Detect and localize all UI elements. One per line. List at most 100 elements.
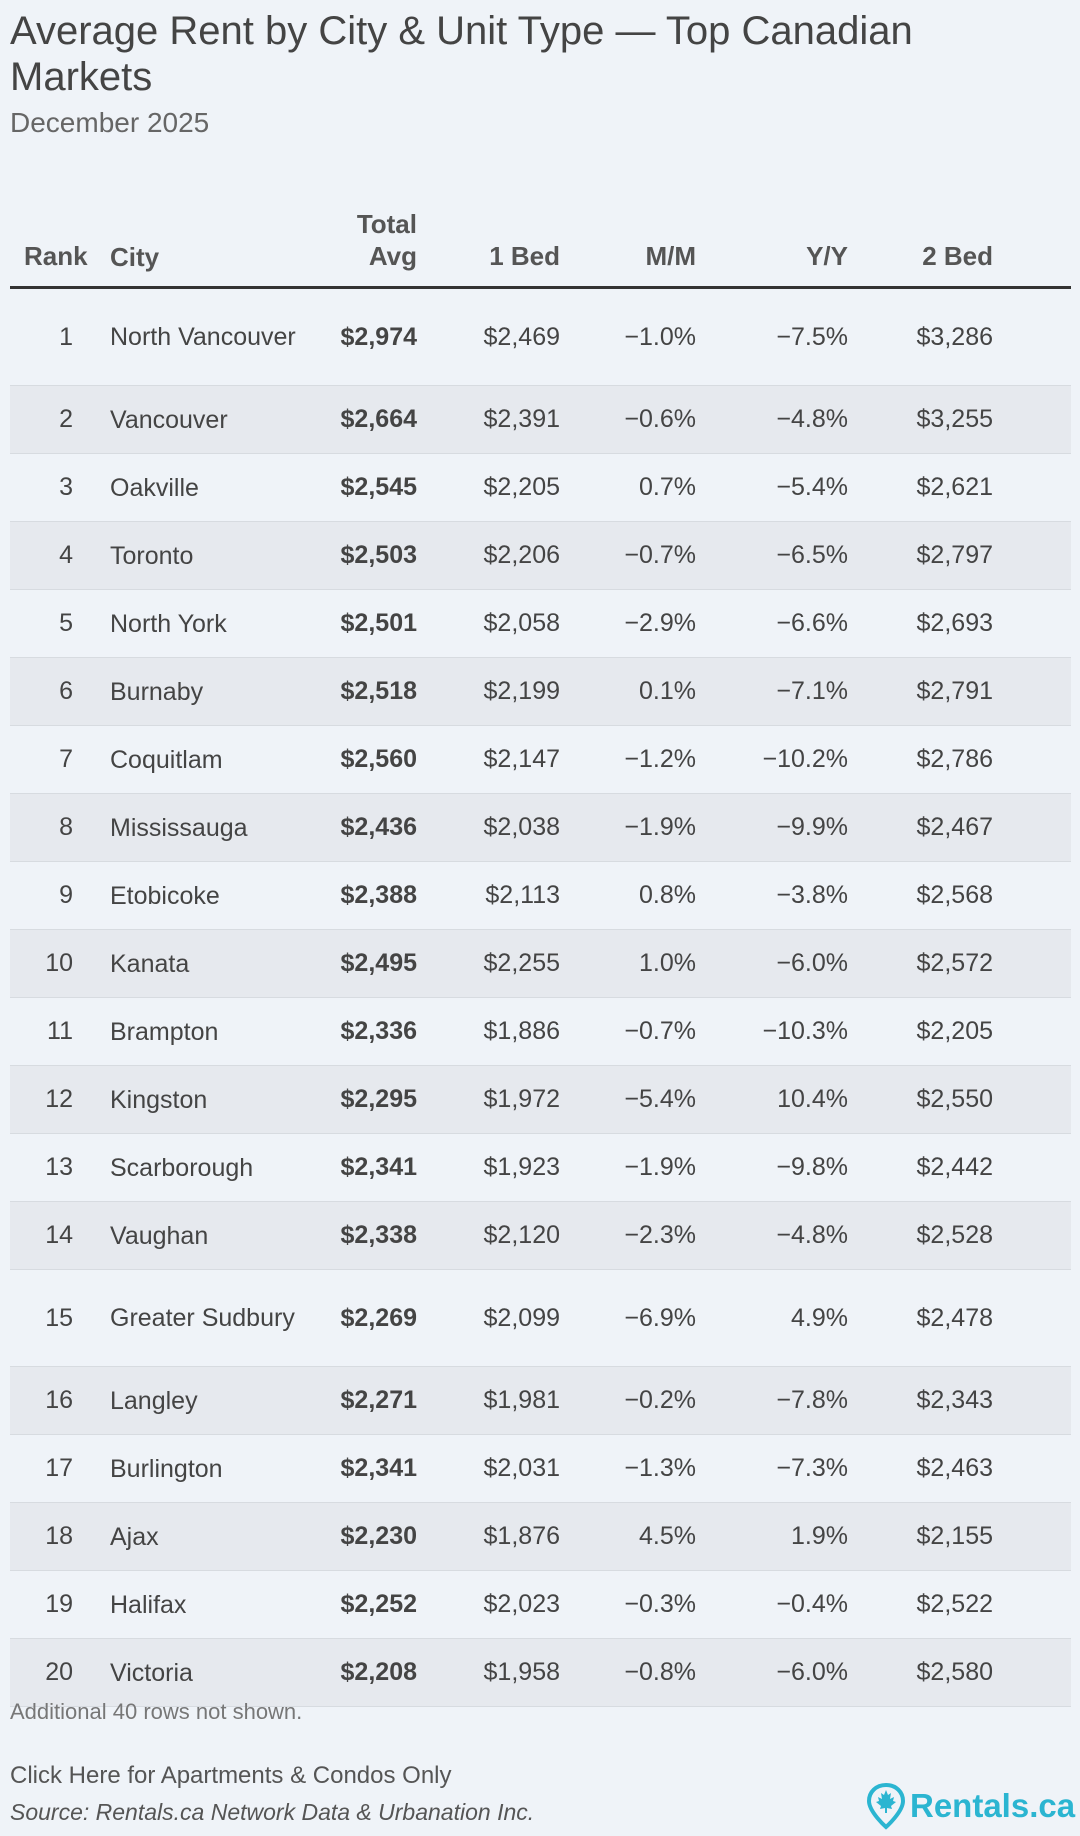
table-header-row: Rank City Total Avg 1 Bed M/M Y/Y 2 Bed: [10, 180, 1071, 289]
col-header-rank[interactable]: Rank: [10, 180, 110, 289]
row-spacer: [993, 1065, 1071, 1134]
row-spacer: [993, 1269, 1071, 1367]
cell-city: Scarborough: [110, 1133, 320, 1202]
cell-2-bed: $2,528: [848, 1201, 993, 1270]
cell-total-avg: $2,208: [320, 1638, 417, 1707]
cell-2-bed: $2,205: [848, 997, 993, 1066]
cell-mm: −5.4%: [560, 1065, 696, 1134]
table-row: 9 Etobicoke $2,388 $2,113 0.8% −3.8% $2,568: [10, 861, 1071, 930]
cell-1-bed: $2,113: [417, 861, 560, 930]
cell-rank: 17: [10, 1434, 110, 1503]
chart-subtitle: December 2025: [10, 107, 210, 138]
cell-mm: −1.2%: [560, 725, 696, 794]
cell-rank: 4: [10, 521, 110, 590]
cell-city: Kingston: [110, 1065, 320, 1134]
cell-1-bed: $2,255: [417, 929, 560, 998]
cell-total-avg: $2,974: [320, 287, 417, 386]
cell-total-avg: $2,503: [320, 521, 417, 590]
cell-yy: −7.1%: [696, 657, 848, 726]
cell-city: Mississauga: [110, 793, 320, 862]
table-row: 18 Ajax $2,230 $1,876 4.5% 1.9% $2,155: [10, 1502, 1071, 1571]
table-row: 14 Vaughan $2,338 $2,120 −2.3% −4.8% $2,528: [10, 1201, 1071, 1270]
cell-mm: −2.3%: [560, 1201, 696, 1270]
cell-yy: −9.9%: [696, 793, 848, 862]
apartments-condos-link[interactable]: Click Here for Apartments & Condos Only: [10, 1762, 452, 1789]
cell-total-avg: $2,495: [320, 929, 417, 998]
cell-yy: −9.8%: [696, 1133, 848, 1202]
cell-yy: −10.2%: [696, 725, 848, 794]
table-row: 15 Greater Sudbury $2,269 $2,099 −6.9% 4.9% $2…: [10, 1269, 1071, 1367]
table-row: 20 Victoria $2,208 $1,958 −0.8% −6.0% $2,580: [10, 1638, 1071, 1707]
cell-mm: −6.9%: [560, 1269, 696, 1367]
cell-mm: 1.0%: [560, 929, 696, 998]
cell-rank: 6: [10, 657, 110, 726]
cell-1-bed: $2,058: [417, 589, 560, 658]
cell-city: Ajax: [110, 1502, 320, 1571]
table-row: 19 Halifax $2,252 $2,023 −0.3% −0.4% $2,522: [10, 1570, 1071, 1639]
col-header-total-avg[interactable]: Total Avg: [320, 180, 417, 289]
cell-city: Etobicoke: [110, 861, 320, 930]
cell-rank: 18: [10, 1502, 110, 1571]
row-spacer: [993, 1502, 1071, 1571]
cell-2-bed: $2,463: [848, 1434, 993, 1503]
cell-mm: −1.3%: [560, 1434, 696, 1503]
cell-mm: −0.7%: [560, 521, 696, 590]
cell-total-avg: $2,545: [320, 453, 417, 522]
cell-city: Toronto: [110, 521, 320, 590]
cell-total-avg: $2,388: [320, 861, 417, 930]
cell-total-avg: $2,501: [320, 589, 417, 658]
cell-rank: 14: [10, 1201, 110, 1270]
cell-rank: 9: [10, 861, 110, 930]
table-row: 12 Kingston $2,295 $1,972 −5.4% 10.4% $2,550: [10, 1065, 1071, 1134]
cell-1-bed: $1,972: [417, 1065, 560, 1134]
cell-total-avg: $2,336: [320, 997, 417, 1066]
row-spacer: [993, 453, 1071, 522]
cell-rank: 3: [10, 453, 110, 522]
cell-1-bed: $2,031: [417, 1434, 560, 1503]
cell-rank: 5: [10, 589, 110, 658]
cell-1-bed: $1,876: [417, 1502, 560, 1571]
cell-city: Halifax: [110, 1570, 320, 1639]
cell-1-bed: $2,206: [417, 521, 560, 590]
cell-rank: 2: [10, 385, 110, 454]
cell-2-bed: $2,467: [848, 793, 993, 862]
cell-mm: 0.8%: [560, 861, 696, 930]
cell-rank: 1: [10, 287, 110, 386]
cell-yy: −6.6%: [696, 589, 848, 658]
col-header-mm[interactable]: M/M: [560, 180, 696, 289]
cell-mm: 4.5%: [560, 1502, 696, 1571]
cell-total-avg: $2,295: [320, 1065, 417, 1134]
cell-city: Coquitlam: [110, 725, 320, 794]
cell-2-bed: $2,343: [848, 1366, 993, 1435]
col-header-2-bed[interactable]: 2 Bed: [848, 180, 993, 289]
col-header-city[interactable]: City: [110, 180, 320, 289]
col-header-1-bed[interactable]: 1 Bed: [417, 180, 560, 289]
cell-yy: −6.0%: [696, 1638, 848, 1707]
row-spacer: [993, 1133, 1071, 1202]
cell-1-bed: $2,469: [417, 287, 560, 386]
cell-rank: 10: [10, 929, 110, 998]
cell-yy: 10.4%: [696, 1065, 848, 1134]
cell-rank: 11: [10, 997, 110, 1066]
cell-total-avg: $2,341: [320, 1434, 417, 1503]
table-row: 8 Mississauga $2,436 $2,038 −1.9% −9.9% $2,467: [10, 793, 1071, 862]
cell-total-avg: $2,518: [320, 657, 417, 726]
cell-mm: 0.1%: [560, 657, 696, 726]
cell-mm: −0.6%: [560, 385, 696, 454]
col-header-yy[interactable]: Y/Y: [696, 180, 848, 289]
cell-1-bed: $2,038: [417, 793, 560, 862]
cell-mm: 0.7%: [560, 453, 696, 522]
source-note: Source: Rentals.ca Network Data & Urbana…: [10, 1799, 535, 1825]
cell-1-bed: $2,120: [417, 1201, 560, 1270]
cell-1-bed: $2,199: [417, 657, 560, 726]
row-spacer: [993, 1366, 1071, 1435]
cell-yy: −5.4%: [696, 453, 848, 522]
cell-yy: −0.4%: [696, 1570, 848, 1639]
table-row: 11 Brampton $2,336 $1,886 −0.7% −10.3% $2,205: [10, 997, 1071, 1066]
rentals-logo[interactable]: Rentals.ca: [866, 1782, 1075, 1830]
row-spacer: [993, 861, 1071, 930]
logo-wordmark: Rentals.ca: [910, 1787, 1076, 1824]
cell-city: Langley: [110, 1366, 320, 1435]
cell-mm: −0.3%: [560, 1570, 696, 1639]
table-row: 5 North York $2,501 $2,058 −2.9% −6.6% $2,693: [10, 589, 1071, 658]
